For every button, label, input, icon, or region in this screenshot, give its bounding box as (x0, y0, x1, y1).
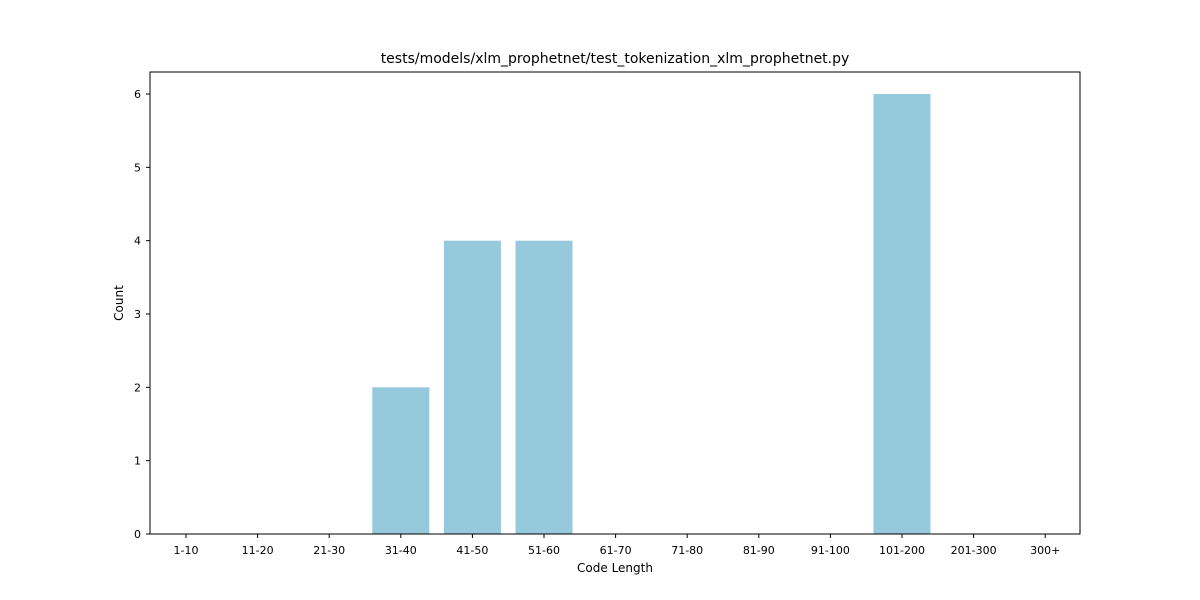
y-tick-label: 1 (134, 455, 141, 468)
x-tick-label: 41-50 (456, 544, 488, 557)
x-tick-label: 11-20 (242, 544, 274, 557)
x-tick-label: 91-100 (811, 544, 850, 557)
y-tick-label: 3 (134, 308, 141, 321)
y-tick-label: 6 (134, 88, 141, 101)
y-axis-label: Count (112, 285, 126, 321)
y-axis-ticks: 0 1 2 3 4 5 6 (134, 88, 150, 541)
x-tick-label: 201-300 (951, 544, 997, 557)
x-tick-label: 1-10 (174, 544, 199, 557)
x-axis-ticks: 1-10 11-20 21-30 31-40 41-50 51-60 61-70 71-80 8… (174, 534, 1060, 557)
chart-title: tests/models/xlm_prophetnet/test_tokeniz… (381, 51, 850, 67)
y-tick-label: 2 (134, 381, 141, 394)
x-tick-label: 71-80 (671, 544, 703, 557)
x-tick-label: 31-40 (385, 544, 417, 557)
plot-area-frame (149, 71, 1081, 535)
bars-group (372, 94, 931, 534)
bar-51-60 (515, 240, 573, 534)
bar-31-40 (372, 387, 430, 534)
x-tick-label: 81-90 (743, 544, 775, 557)
x-tick-label: 51-60 (528, 544, 560, 557)
y-tick-label: 0 (134, 528, 141, 541)
x-tick-label: 300+ (1030, 544, 1060, 557)
x-tick-label: 21-30 (313, 544, 345, 557)
x-tick-label: 61-70 (600, 544, 632, 557)
y-tick-label: 4 (134, 235, 141, 248)
y-tick-label: 5 (134, 161, 141, 174)
bar-101-200 (873, 94, 931, 534)
bar-41-50 (443, 240, 501, 534)
x-tick-label: 101-200 (879, 544, 925, 557)
x-axis-label: Code Length (577, 561, 653, 575)
